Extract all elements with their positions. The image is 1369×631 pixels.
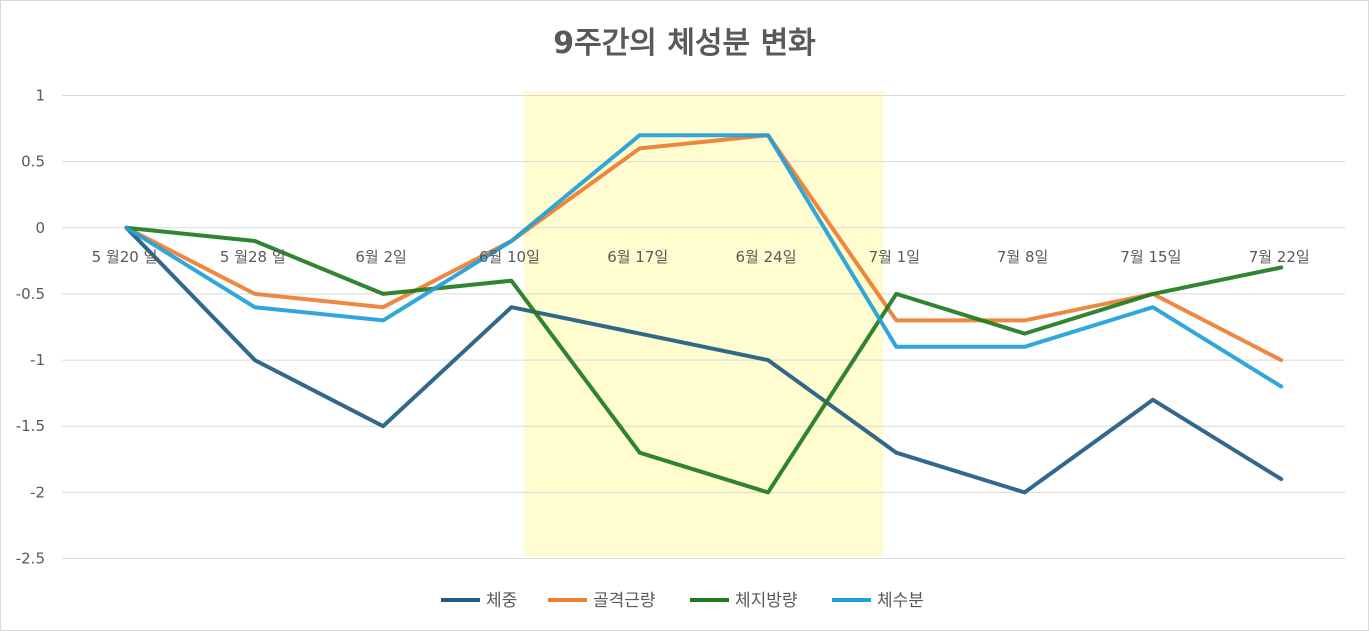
highlight-band (524, 91, 884, 557)
x-tick-label: 6월 10일 (479, 248, 540, 266)
y-tick-label: 0.5 (21, 153, 45, 171)
chart-title: 9주간의 체성분 변화 (553, 26, 816, 61)
legend-label: 체중 (486, 591, 517, 611)
y-tick-label: -2 (30, 483, 45, 501)
x-tick-label: 5 월20 일 (92, 248, 158, 266)
x-tick-label: 5 월28 일 (220, 248, 286, 266)
series-line-2 (124, 133, 1284, 363)
y-tick-label: 1 (35, 87, 45, 105)
legend-label: 체수분 (877, 591, 924, 611)
legend-item-2[interactable]: 골격근량 (548, 591, 656, 611)
y-tick-label: -1 (30, 351, 45, 369)
series-line-3 (124, 225, 1284, 495)
y-tick-label: -1.5 (16, 417, 45, 435)
legend-item-3[interactable]: 체지방량 (690, 591, 798, 611)
x-tick-label: 6월 2일 (355, 248, 406, 266)
x-tick-label: 6월 24일 (736, 248, 797, 266)
x-tick-label: 7월 22일 (1249, 248, 1310, 266)
legend-label: 체지방량 (735, 591, 798, 611)
series-line-1 (124, 225, 1284, 495)
legend-item-4[interactable]: 체수분 (832, 591, 924, 611)
y-tick-label: -0.5 (16, 285, 45, 303)
x-tick-label: 6월 17일 (607, 248, 668, 266)
x-tick-label: 7월 1일 (869, 248, 920, 266)
y-tick-label: 0 (35, 219, 45, 237)
legend-label: 골격근량 (593, 591, 656, 611)
legend-item-1[interactable]: 체중 (441, 591, 517, 611)
series-line-4 (124, 133, 1284, 389)
x-tick-label: 7월 15일 (1120, 248, 1181, 266)
x-tick-label: 7월 8일 (997, 248, 1048, 266)
y-tick-label: -2.5 (16, 550, 45, 568)
